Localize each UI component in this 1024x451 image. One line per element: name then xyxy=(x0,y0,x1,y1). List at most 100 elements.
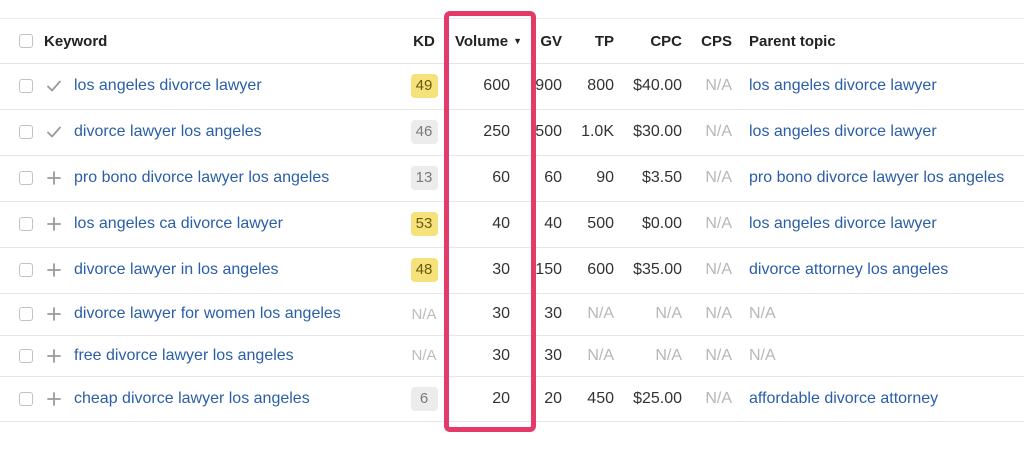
kd-cell: 46 xyxy=(410,109,438,155)
kd-badge: 6 xyxy=(410,386,438,411)
keyword-link[interactable]: divorce lawyer los angeles xyxy=(74,123,262,140)
cpc-value: N/A xyxy=(655,305,682,322)
keyword-link[interactable]: los angeles divorce lawyer xyxy=(74,77,262,94)
check-icon[interactable] xyxy=(45,123,63,141)
gv-value: 20 xyxy=(544,389,562,407)
volume-value: 20 xyxy=(492,389,510,407)
row-checkbox[interactable] xyxy=(19,348,33,363)
volume-value: 30 xyxy=(492,261,510,278)
tp-value: 450 xyxy=(587,389,614,407)
kd-cell: N/A xyxy=(410,335,438,376)
cps-value: N/A xyxy=(705,123,732,140)
parent-topic-link[interactable]: los angeles divorce lawyer xyxy=(749,215,937,232)
table-row: divorce lawyer in los angeles 48 30 150 600 $… xyxy=(0,247,1024,294)
header-tp[interactable]: TP xyxy=(594,32,614,50)
header-gv[interactable]: GV xyxy=(540,32,562,50)
row-checkbox-cell xyxy=(0,293,40,335)
cps-value: N/A xyxy=(705,77,732,94)
keyword-link[interactable]: divorce lawyer for women los angeles xyxy=(74,305,341,322)
cps-value: N/A xyxy=(705,261,732,278)
header-cps[interactable]: CPS xyxy=(701,32,732,50)
cpc-value: $0.00 xyxy=(641,215,682,232)
plus-icon[interactable] xyxy=(45,261,63,279)
row-checkbox[interactable] xyxy=(19,79,33,93)
cps-value: N/A xyxy=(705,305,732,322)
row-checkbox[interactable] xyxy=(19,263,33,277)
parent-topic-link[interactable]: affordable divorce attorney xyxy=(749,389,939,407)
row-action-cell xyxy=(0,63,70,109)
row-action-cell xyxy=(0,247,70,293)
table-row: pro bono divorce lawyer los angeles 13 60 6… xyxy=(0,155,1024,202)
cps-value: N/A xyxy=(705,215,732,232)
plus-icon[interactable] xyxy=(45,169,63,187)
kd-badge: N/A xyxy=(411,305,437,323)
kd-cell: N/A xyxy=(410,293,438,335)
row-action-cell xyxy=(0,335,70,376)
tp-value: 500 xyxy=(587,215,614,232)
volume-value: 600 xyxy=(483,77,510,94)
row-checkbox-cell xyxy=(0,247,40,293)
cpc-value: $3.50 xyxy=(641,169,682,186)
tp-value: N/A xyxy=(587,305,614,322)
header-keyword[interactable]: Keyword xyxy=(44,32,108,50)
gv-value: 30 xyxy=(544,346,562,364)
header-volume[interactable]: Volume ▼ xyxy=(455,19,527,63)
header-volume-label: Volume xyxy=(455,32,509,50)
keyword-link[interactable]: los angeles ca divorce lawyer xyxy=(74,215,283,232)
plus-icon[interactable] xyxy=(45,215,63,233)
tp-value: N/A xyxy=(587,346,614,364)
plus-icon[interactable] xyxy=(45,347,63,365)
gv-value: 60 xyxy=(544,169,562,186)
row-checkbox-cell xyxy=(0,376,40,421)
parent-topic-link[interactable]: los angeles divorce lawyer xyxy=(749,77,937,94)
parent-topic-link[interactable]: los angeles divorce lawyer xyxy=(749,123,937,140)
cps-value: N/A xyxy=(705,169,732,186)
keyword-link[interactable]: free divorce lawyer los angeles xyxy=(74,346,294,364)
volume-value: 250 xyxy=(483,123,510,140)
plus-icon[interactable] xyxy=(45,390,63,408)
kd-badge: 49 xyxy=(410,74,438,98)
row-checkbox[interactable] xyxy=(19,307,33,321)
header-kd[interactable]: KD xyxy=(413,32,435,50)
table-row: divorce lawyer los angeles 46 250 500 1.0K $3… xyxy=(0,109,1024,156)
row-checkbox-cell xyxy=(0,109,40,155)
parent-topic-link[interactable]: pro bono divorce lawyer los angeles xyxy=(749,169,1005,186)
tp-value: 800 xyxy=(587,77,614,94)
gv-value: 30 xyxy=(544,305,562,322)
row-checkbox[interactable] xyxy=(19,217,33,231)
kd-cell: 49 xyxy=(410,63,438,109)
kd-cell: 13 xyxy=(410,155,438,201)
keyword-link[interactable]: divorce lawyer in los angeles xyxy=(74,261,279,278)
header-cpc[interactable]: CPC xyxy=(650,32,682,50)
volume-value: 30 xyxy=(492,305,510,322)
gv-value: 150 xyxy=(535,261,562,278)
plus-icon[interactable] xyxy=(45,305,63,323)
tp-value: 1.0K xyxy=(581,123,614,140)
row-checkbox-cell xyxy=(0,155,40,201)
check-icon[interactable] xyxy=(45,77,63,95)
row-action-cell xyxy=(0,376,70,421)
kd-badge: 53 xyxy=(410,212,438,236)
gv-value: 900 xyxy=(535,77,562,94)
table-row: divorce lawyer for women los angeles N/A 3… xyxy=(0,293,1024,336)
volume-value: 40 xyxy=(492,215,510,232)
row-checkbox[interactable] xyxy=(19,391,33,406)
parent-topic-link[interactable]: divorce attorney los angeles xyxy=(749,261,949,278)
row-checkbox[interactable] xyxy=(19,171,33,185)
row-checkbox-cell xyxy=(0,201,40,247)
cps-value: N/A xyxy=(705,346,732,364)
keyword-link[interactable]: pro bono divorce lawyer los angeles xyxy=(74,169,330,186)
cps-value: N/A xyxy=(705,389,732,407)
cpc-value: $25.00 xyxy=(633,389,682,407)
keyword-link[interactable]: cheap divorce lawyer los angeles xyxy=(74,389,310,407)
select-all-checkbox[interactable] xyxy=(19,34,33,48)
row-checkbox-cell xyxy=(0,335,40,376)
volume-value: 30 xyxy=(492,346,510,364)
cpc-value: $40.00 xyxy=(633,77,682,94)
row-checkbox[interactable] xyxy=(19,125,33,139)
tp-value: 90 xyxy=(596,169,614,186)
table-row: los angeles divorce lawyer 49 600 900 800 $40… xyxy=(0,63,1024,110)
row-action-cell xyxy=(0,201,70,247)
header-parent-topic[interactable]: Parent topic xyxy=(749,32,836,50)
row-action-cell xyxy=(0,293,70,335)
